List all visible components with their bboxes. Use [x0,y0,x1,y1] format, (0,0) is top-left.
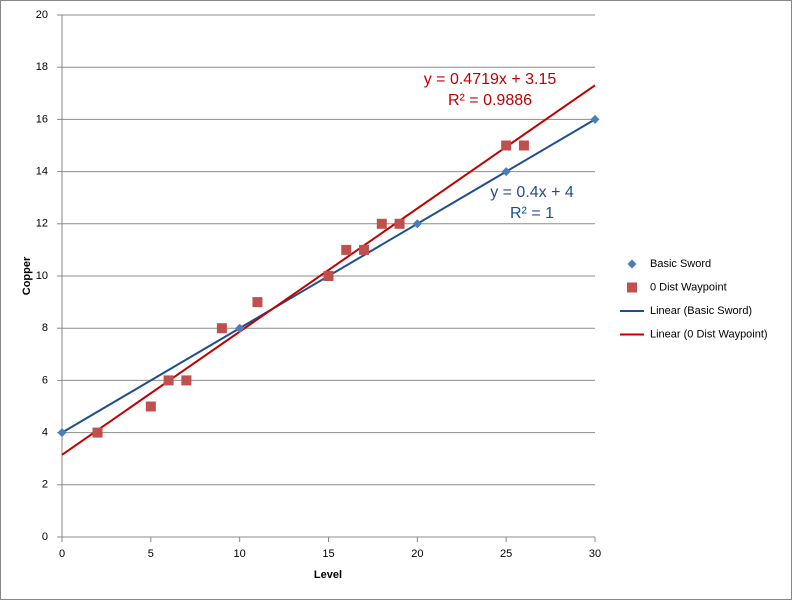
x-tick-label: 20 [411,548,423,560]
y-tick-label: 12 [36,218,48,230]
x-tick-label: 5 [148,548,154,560]
data-point [163,375,174,386]
data-point [252,297,263,308]
trendline-r-squared: R² = 0.9886 [448,92,532,109]
y-tick-label: 4 [42,427,48,439]
y-tick-label: 16 [36,113,48,125]
data-point [92,427,103,438]
y-tick-label: 20 [36,9,48,21]
data-point [412,219,422,229]
data-point [376,218,387,229]
y-tick-label: 6 [42,374,48,386]
data-point [57,428,67,438]
y-tick-label: 8 [42,322,48,334]
data-point [145,401,156,412]
data-point [518,140,529,151]
y-axis-label: Copper [21,256,33,295]
legend-label: Basic Sword [650,258,711,270]
data-point [181,375,192,386]
x-tick-label: 30 [589,548,601,560]
data-point [501,140,512,151]
legend-marker [627,259,637,269]
x-tick-label: 0 [59,548,65,560]
y-tick-label: 10 [36,270,48,282]
legend-label: Linear (0 Dist Waypoint) [650,328,768,340]
data-point [501,167,511,177]
x-tick-label: 10 [234,548,246,560]
legend-label: Linear (Basic Sword) [650,305,752,317]
y-tick-label: 18 [36,61,48,73]
trendline-equation: y = 0.4x + 4 [490,184,574,201]
trendline-r-squared: R² = 1 [510,205,554,222]
y-tick-label: 2 [42,479,48,491]
data-point [590,114,600,124]
data-point [359,244,370,255]
data-point [216,323,227,334]
data-point [394,218,405,229]
data-point [323,271,334,281]
x-tick-label: 15 [322,548,334,560]
y-tick-label: 14 [36,166,48,178]
legend-label: 0 Dist Waypoint [650,281,727,293]
x-axis-label: Level [314,569,342,581]
x-tick-label: 25 [500,548,512,560]
data-point [341,244,352,255]
legend-marker [627,282,637,293]
y-tick-label: 0 [42,531,48,543]
data-point [235,323,245,333]
trendline-equation: y = 0.4719x + 3.15 [424,71,557,88]
